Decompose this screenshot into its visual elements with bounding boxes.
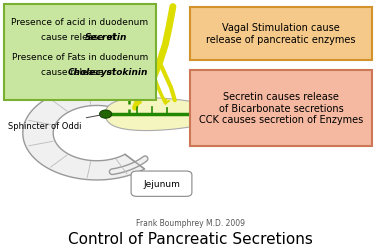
Text: Presence of Fats in duodenum: Presence of Fats in duodenum bbox=[12, 53, 148, 62]
Text: Jejunum: Jejunum bbox=[143, 179, 180, 188]
FancyBboxPatch shape bbox=[190, 8, 372, 60]
Text: Cholecystokinin: Cholecystokinin bbox=[68, 68, 149, 77]
FancyBboxPatch shape bbox=[131, 171, 192, 197]
Circle shape bbox=[100, 111, 112, 119]
FancyBboxPatch shape bbox=[4, 5, 156, 101]
FancyBboxPatch shape bbox=[190, 71, 372, 146]
Text: Secretin: Secretin bbox=[84, 33, 127, 42]
Text: Vagal Stimulation cause
release of pancreatic enzymes: Vagal Stimulation cause release of pancr… bbox=[206, 23, 356, 45]
Text: Presence of acid in duodenum: Presence of acid in duodenum bbox=[11, 18, 148, 27]
Text: Sphincter of Oddi: Sphincter of Oddi bbox=[8, 115, 103, 131]
Text: cause release of: cause release of bbox=[41, 68, 118, 77]
Polygon shape bbox=[23, 87, 144, 180]
Text: Frank Boumphrey M.D. 2009: Frank Boumphrey M.D. 2009 bbox=[136, 218, 244, 228]
Polygon shape bbox=[105, 98, 223, 131]
Text: Secretin causes release
of Bicarbonate secretions
CCK causes secretion of Enzyme: Secretin causes release of Bicarbonate s… bbox=[199, 92, 363, 125]
Text: Control of Pancreatic Secretions: Control of Pancreatic Secretions bbox=[68, 231, 312, 246]
Text: cause release of: cause release of bbox=[41, 33, 118, 42]
